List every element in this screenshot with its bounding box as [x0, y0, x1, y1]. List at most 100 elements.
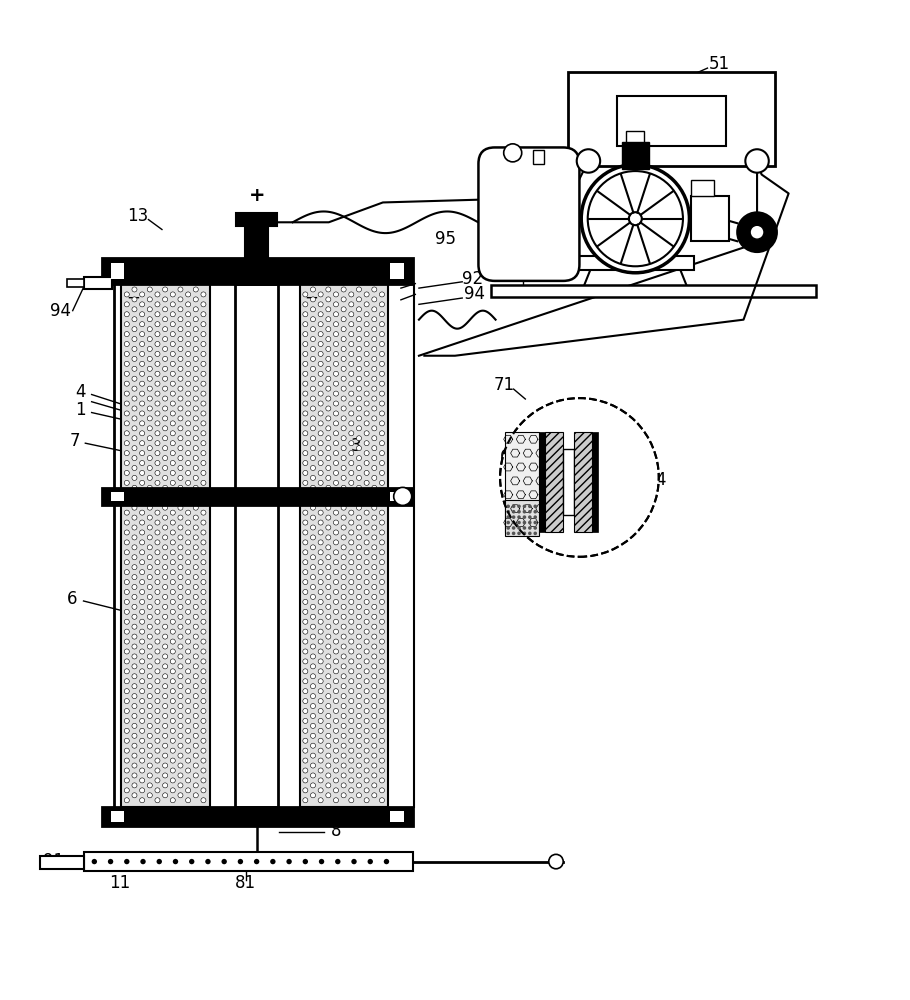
Circle shape — [132, 307, 137, 312]
Circle shape — [139, 629, 145, 634]
Circle shape — [163, 545, 167, 550]
Circle shape — [341, 555, 346, 560]
Circle shape — [163, 346, 167, 351]
Circle shape — [155, 728, 160, 733]
Circle shape — [201, 580, 206, 585]
Circle shape — [310, 396, 316, 401]
Circle shape — [379, 470, 385, 475]
Circle shape — [303, 411, 308, 416]
Circle shape — [193, 614, 198, 619]
Circle shape — [170, 351, 176, 356]
Circle shape — [357, 495, 361, 500]
Circle shape — [132, 713, 137, 718]
Circle shape — [303, 748, 308, 753]
Circle shape — [310, 793, 316, 798]
Circle shape — [341, 525, 346, 530]
Circle shape — [384, 859, 389, 864]
Circle shape — [349, 748, 354, 753]
Circle shape — [147, 694, 152, 699]
Circle shape — [379, 292, 385, 297]
Circle shape — [170, 788, 176, 793]
Circle shape — [186, 441, 190, 446]
Circle shape — [193, 704, 198, 709]
Text: 7: 7 — [69, 432, 80, 450]
Circle shape — [125, 659, 129, 664]
Circle shape — [357, 793, 361, 798]
Circle shape — [139, 728, 145, 733]
Circle shape — [186, 708, 190, 714]
Circle shape — [155, 778, 160, 783]
Circle shape — [326, 773, 331, 778]
Circle shape — [155, 381, 160, 386]
Circle shape — [333, 322, 339, 327]
Bar — [121, 284, 209, 807]
Circle shape — [163, 793, 167, 798]
Circle shape — [357, 327, 361, 332]
Circle shape — [379, 589, 385, 594]
Circle shape — [379, 758, 385, 763]
Circle shape — [186, 599, 190, 604]
Circle shape — [186, 629, 190, 634]
Circle shape — [357, 416, 361, 421]
Circle shape — [341, 575, 346, 580]
Circle shape — [201, 421, 206, 426]
Circle shape — [372, 456, 377, 461]
Circle shape — [333, 341, 339, 347]
Circle shape — [333, 332, 339, 337]
Circle shape — [163, 694, 167, 699]
Circle shape — [357, 584, 361, 590]
Circle shape — [163, 644, 167, 649]
Circle shape — [125, 540, 129, 545]
Circle shape — [341, 723, 346, 728]
Circle shape — [349, 391, 354, 396]
Circle shape — [147, 733, 152, 738]
Circle shape — [310, 327, 316, 332]
Circle shape — [357, 545, 361, 550]
Circle shape — [310, 594, 316, 599]
Circle shape — [125, 738, 129, 743]
Circle shape — [186, 361, 190, 366]
Circle shape — [193, 465, 198, 471]
Circle shape — [303, 451, 308, 456]
Circle shape — [511, 515, 515, 519]
Circle shape — [333, 708, 339, 714]
Circle shape — [132, 674, 137, 679]
Circle shape — [372, 376, 377, 381]
Circle shape — [132, 723, 137, 728]
Circle shape — [155, 718, 160, 723]
Circle shape — [303, 292, 308, 297]
Circle shape — [178, 654, 183, 659]
Circle shape — [372, 604, 377, 609]
Circle shape — [163, 446, 167, 451]
Circle shape — [201, 470, 206, 475]
Circle shape — [206, 859, 210, 864]
Circle shape — [303, 609, 308, 614]
Circle shape — [372, 416, 377, 421]
Circle shape — [318, 560, 323, 565]
Circle shape — [147, 604, 152, 609]
Circle shape — [155, 708, 160, 714]
Circle shape — [349, 361, 354, 366]
Circle shape — [170, 778, 176, 783]
Circle shape — [379, 490, 385, 495]
Circle shape — [186, 421, 190, 426]
Circle shape — [178, 763, 183, 768]
Text: 1: 1 — [632, 455, 643, 473]
Circle shape — [163, 674, 167, 679]
Bar — [592, 432, 599, 532]
Circle shape — [178, 723, 183, 728]
Circle shape — [326, 376, 331, 381]
Circle shape — [189, 859, 195, 864]
Circle shape — [368, 859, 373, 864]
Circle shape — [333, 381, 339, 386]
Circle shape — [201, 500, 206, 505]
Circle shape — [318, 381, 323, 386]
Circle shape — [349, 332, 354, 337]
Circle shape — [178, 604, 183, 609]
Circle shape — [318, 461, 323, 466]
Circle shape — [349, 679, 354, 684]
Text: 6: 6 — [66, 590, 77, 608]
Circle shape — [349, 351, 354, 356]
Circle shape — [357, 376, 361, 381]
Circle shape — [132, 704, 137, 709]
